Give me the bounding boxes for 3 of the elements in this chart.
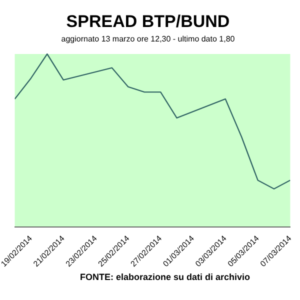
chart-subtitle: aggiornato 13 marzo ore 12,30 - ultimo dato 1,80 bbox=[61, 34, 236, 44]
chart-title: SPREAD BTP/BUND bbox=[66, 12, 230, 31]
source-note: FONTE: elaborazione su dati di archivio bbox=[78, 272, 252, 282]
